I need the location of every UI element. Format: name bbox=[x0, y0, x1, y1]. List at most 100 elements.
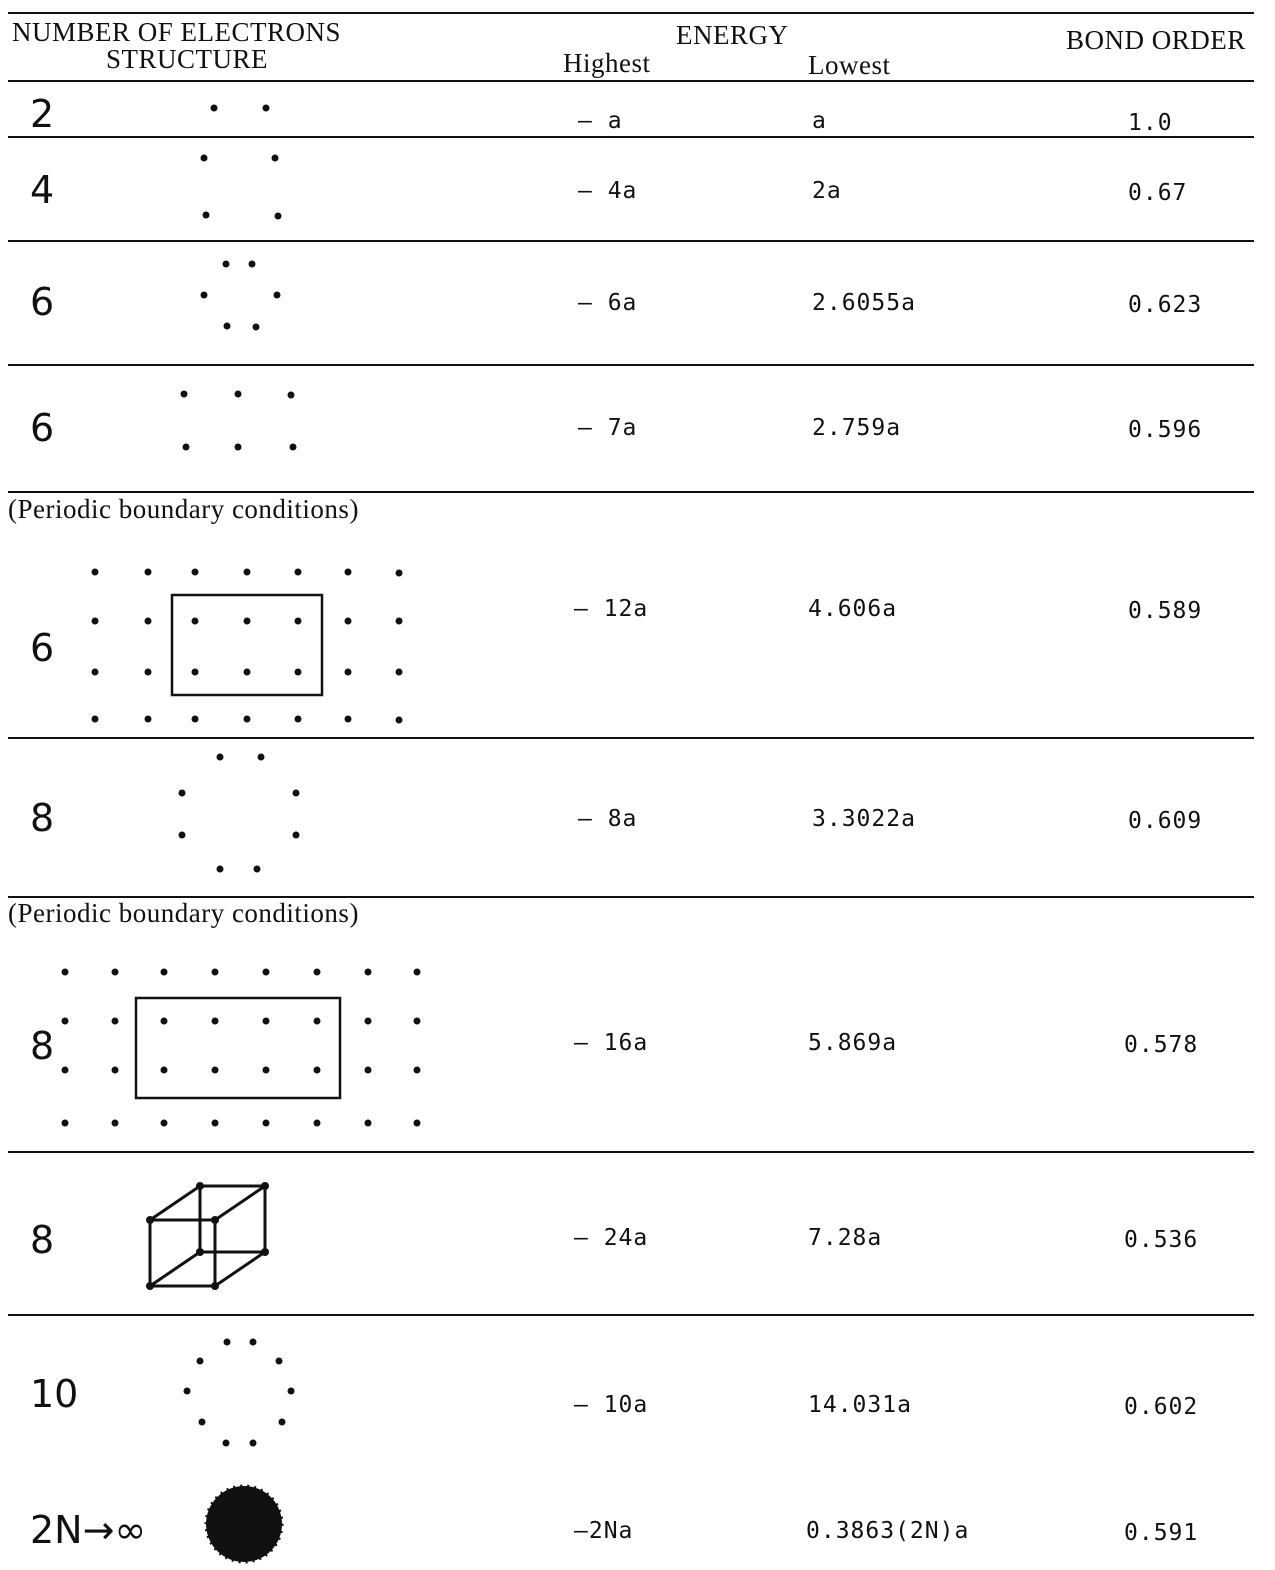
electron-dot bbox=[344, 617, 352, 625]
row-highest: — 7a bbox=[578, 415, 638, 441]
electron-dot bbox=[160, 968, 168, 976]
electron-dot bbox=[395, 569, 403, 577]
electron-dot bbox=[211, 1282, 219, 1290]
row-highest: — 4a bbox=[578, 178, 638, 204]
electron-dot bbox=[111, 1119, 119, 1127]
electron-dot bbox=[146, 1216, 154, 1224]
electron-dot bbox=[211, 1017, 219, 1025]
electron-dot bbox=[178, 789, 186, 797]
electron-dot bbox=[211, 1066, 219, 1074]
electron-dot bbox=[223, 1338, 231, 1346]
electron-dot bbox=[91, 715, 99, 723]
row-lowest: a bbox=[812, 108, 827, 134]
electron-dot bbox=[234, 443, 242, 451]
electron-dot bbox=[257, 753, 265, 761]
row-bond-order: 0.536 bbox=[1124, 1227, 1199, 1253]
row-electrons: 4 bbox=[30, 168, 55, 212]
row-divider bbox=[8, 136, 1254, 138]
electron-dot bbox=[313, 968, 321, 976]
electron-dot bbox=[287, 391, 295, 399]
row-electrons: 8 bbox=[30, 1024, 55, 1068]
electron-dot bbox=[344, 568, 352, 576]
electron-dot bbox=[395, 617, 403, 625]
header-energy: ENERGY bbox=[676, 20, 789, 50]
electron-dot bbox=[111, 1017, 119, 1025]
electron-dot bbox=[210, 104, 218, 112]
electron-dot bbox=[196, 1357, 204, 1365]
electron-dot bbox=[287, 1387, 295, 1395]
electron-dot bbox=[313, 1119, 321, 1127]
unit-cell-box bbox=[134, 996, 342, 1100]
electron-dot bbox=[111, 968, 119, 976]
electron-dot bbox=[91, 668, 99, 676]
electron-dot bbox=[274, 212, 282, 220]
row-electrons: 6 bbox=[30, 280, 55, 324]
electron-dot bbox=[364, 1017, 372, 1025]
row-bond-order: 0.589 bbox=[1128, 598, 1203, 624]
row-lowest: 2a bbox=[812, 178, 842, 204]
row-divider bbox=[8, 896, 1254, 898]
periodic-note: (Periodic boundary conditions) bbox=[8, 494, 359, 524]
electron-dot bbox=[261, 1248, 269, 1256]
electron-dot bbox=[222, 260, 230, 268]
row-divider bbox=[8, 364, 1254, 366]
row-electrons: 6 bbox=[30, 626, 55, 670]
electron-dot bbox=[261, 1182, 269, 1190]
row-highest: — 16a bbox=[574, 1030, 649, 1056]
header-lowest: Lowest bbox=[808, 50, 891, 80]
electron-dot bbox=[364, 1119, 372, 1127]
electron-dot bbox=[211, 968, 219, 976]
cube-edges bbox=[148, 1184, 267, 1288]
electron-dot bbox=[191, 568, 199, 576]
electron-dot bbox=[182, 443, 190, 451]
electron-dot bbox=[243, 617, 251, 625]
electron-dot bbox=[275, 1357, 283, 1365]
row-divider bbox=[8, 737, 1254, 739]
electron-dot bbox=[160, 1066, 168, 1074]
electron-dot bbox=[191, 617, 199, 625]
row-lowest: 2.759a bbox=[812, 415, 902, 441]
electron-dot bbox=[144, 568, 152, 576]
row-highest: — 24a bbox=[574, 1225, 649, 1251]
row-highest: — 12a bbox=[574, 596, 649, 622]
electron-dot bbox=[223, 322, 231, 330]
electron-dot bbox=[234, 390, 242, 398]
electron-dot bbox=[413, 1066, 421, 1074]
row-lowest: 3.3022a bbox=[812, 806, 916, 832]
electron-dot bbox=[211, 1119, 219, 1127]
periodic-note: (Periodic boundary conditions) bbox=[8, 898, 359, 928]
electron-dot bbox=[294, 568, 302, 576]
structure-periodic-lattice bbox=[91, 568, 403, 724]
row-lowest: 2.6055a bbox=[812, 290, 916, 316]
electron-dot bbox=[413, 1017, 421, 1025]
row-highest: — a bbox=[578, 108, 623, 134]
electron-dot bbox=[313, 1066, 321, 1074]
electron-dot bbox=[292, 789, 300, 797]
electron-dot bbox=[211, 1216, 219, 1224]
row-divider bbox=[8, 1314, 1254, 1316]
electron-dot bbox=[144, 715, 152, 723]
row-electrons: 2N→∞ bbox=[30, 1508, 147, 1552]
electron-dot bbox=[294, 617, 302, 625]
electron-dot bbox=[344, 668, 352, 676]
electron-dot bbox=[364, 1066, 372, 1074]
electron-dot bbox=[160, 1119, 168, 1127]
header-highest: Highest bbox=[563, 48, 651, 78]
electron-dot bbox=[262, 968, 270, 976]
electron-dot bbox=[273, 291, 281, 299]
row-highest: — 10a bbox=[574, 1392, 649, 1418]
electron-dot bbox=[413, 968, 421, 976]
row-lowest: 14.031a bbox=[808, 1392, 912, 1418]
structure-periodic-lattice bbox=[61, 968, 421, 1127]
electron-dot bbox=[216, 865, 224, 873]
electron-dot bbox=[61, 1017, 69, 1025]
electron-dot bbox=[395, 668, 403, 676]
electron-dot bbox=[262, 1119, 270, 1127]
electron-dot bbox=[191, 668, 199, 676]
row-electrons: 8 bbox=[30, 1218, 55, 1262]
row-bond-order: 0.623 bbox=[1128, 292, 1203, 318]
row-bond-order: 0.578 bbox=[1124, 1032, 1199, 1058]
electron-dot bbox=[216, 753, 224, 761]
structure-ring-10 bbox=[183, 1338, 295, 1447]
electron-dot bbox=[313, 1017, 321, 1025]
